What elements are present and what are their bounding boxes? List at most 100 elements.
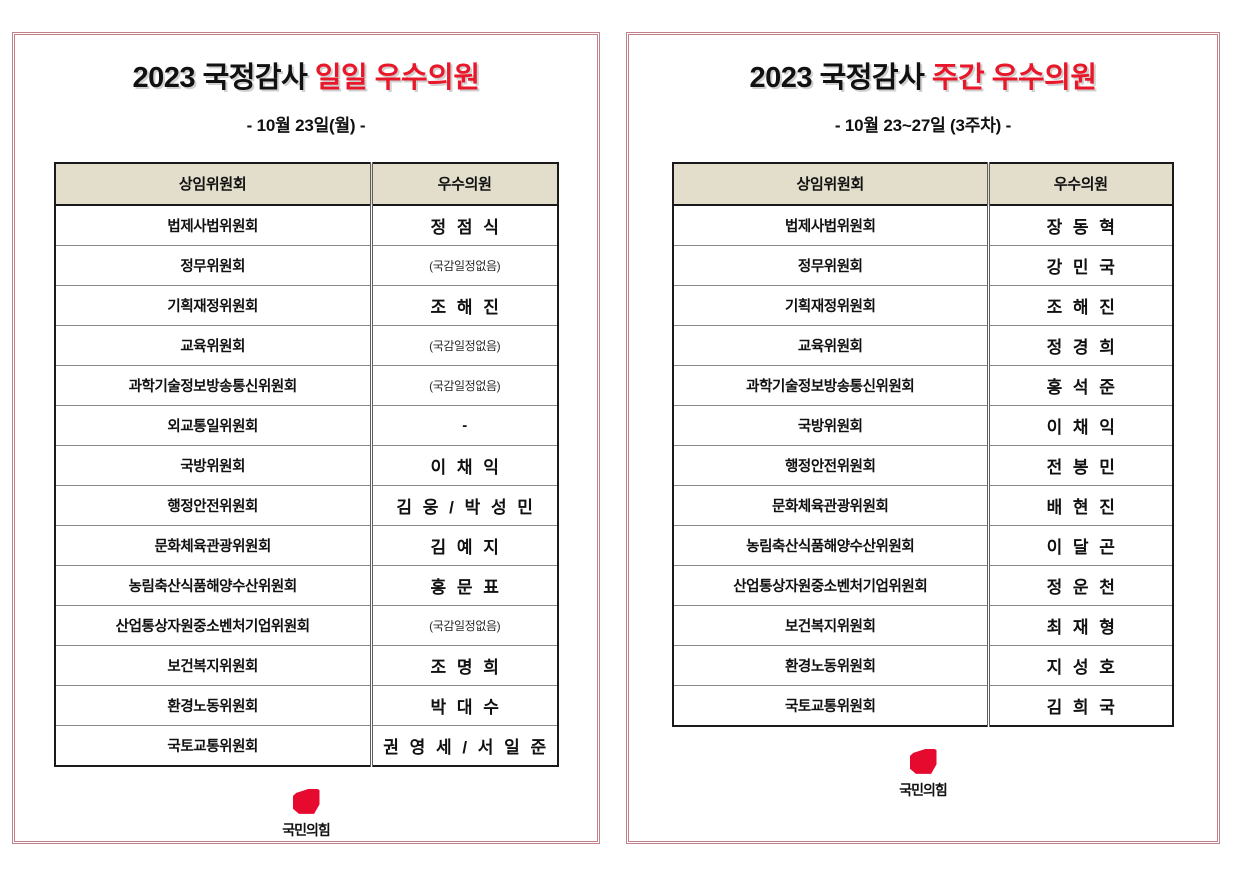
- cell-member: 정 운 천: [986, 564, 1173, 606]
- party-logo-label: 국민의힘: [899, 781, 948, 798]
- cell-committee: 환경노동위원회: [54, 684, 372, 726]
- table-row: 과학기술정보방송통신위원회 (국감일정없음): [54, 364, 558, 406]
- table-row: 행정안전위원회 전 봉 민: [673, 444, 1173, 486]
- table-row: 행정안전위원회 김 웅 / 박 성 민: [54, 484, 558, 526]
- table-header-row: 상임위원회 우수의원: [673, 162, 1173, 206]
- cell-member: (국감일정없음): [369, 604, 558, 646]
- cell-committee: 법제사법위원회: [167, 218, 258, 235]
- panel-weekly: 2023 국정감사 주간 우수의원 - 10월 23~27일 (3주차) - 상…: [610, 0, 1233, 882]
- table-row: 보건복지위원회 최 재 형: [673, 604, 1173, 646]
- title-accent-text: 주간 우수의원: [931, 62, 1097, 94]
- table-body-daily: 법제사법위원회 정 점 식 정무위원회 (국감일정없음) 기획재정위원회 조 해 진 교육위…: [54, 204, 558, 766]
- cell-committee: 산업통상자원중소벤처기업위원회: [54, 604, 372, 646]
- party-logo-weekly: 국민의힘: [899, 748, 948, 800]
- table-row: 법제사법위원회 장 동 혁: [673, 204, 1173, 246]
- party-logo-mark-icon: [292, 788, 320, 814]
- cell-member: 김 예 지: [369, 524, 558, 566]
- cell-committee: 정무위원회: [673, 244, 988, 286]
- cell-member: 정 점 식: [369, 204, 558, 246]
- cell-member: 홍 문 표: [369, 564, 558, 606]
- title-black-text: 2023 국정감사: [132, 62, 308, 94]
- table-row: 환경노동위원회 박 대 수: [54, 684, 558, 726]
- column-header-committee: 상임위원회: [673, 162, 988, 206]
- table-row: 교육위원회 정 경 희: [673, 324, 1173, 366]
- table-row: 기획재정위원회 조 해 진: [673, 284, 1173, 326]
- table-row: 산업통상자원중소벤처기업위원회 정 운 천: [673, 564, 1173, 606]
- cell-member: (국감일정없음): [369, 244, 558, 286]
- title-black-text: 2023 국정감사: [749, 62, 925, 94]
- cell-committee: 국방위원회: [54, 444, 372, 486]
- cell-member: 정 경 희: [986, 324, 1173, 366]
- table-row: 교육위원회 (국감일정없음): [54, 324, 558, 366]
- cell-member: 조 해 진: [986, 284, 1173, 326]
- cell-committee: 교육위원회: [673, 324, 988, 366]
- ranking-table-daily: 상임위원회 우수의원 법제사법위원회 정 점 식 정무위원회 (국감일정없음) 기획재정…: [53, 161, 559, 767]
- cell-committee: 행정안전위원회: [673, 444, 988, 486]
- table-row: 외교통일위원회 -: [54, 404, 558, 446]
- table-row: 보건복지위원회 조 명 희: [54, 644, 558, 686]
- cell-member: -: [369, 404, 558, 446]
- party-logo-daily: 국민의힘: [282, 788, 331, 840]
- cell-committee: 국토교통위원회: [673, 684, 988, 726]
- subtitle-daily: - 10월 23일(월) -: [246, 115, 366, 135]
- cell-member: 조 명 희: [369, 644, 558, 686]
- cell-committee: 국방위원회: [673, 404, 988, 446]
- cell-committee: 기획재정위원회: [54, 284, 372, 326]
- table-row: 국방위원회 이 채 익: [673, 404, 1173, 446]
- cell-committee: 문화체육관광위원회: [673, 484, 988, 526]
- table-row: 국방위원회 이 채 익: [54, 444, 558, 486]
- cell-member: 조 해 진: [369, 284, 558, 326]
- cell-member: 최 재 형: [986, 604, 1173, 646]
- party-logo-label: 국민의힘: [282, 821, 331, 838]
- panel-frame-weekly: 2023 국정감사 주간 우수의원 - 10월 23~27일 (3주차) - 상…: [626, 32, 1220, 844]
- cell-member: 전 봉 민: [986, 444, 1173, 486]
- cell-committee: 국토교통위원회: [54, 724, 372, 766]
- column-header-member: 우수의원: [986, 162, 1173, 206]
- table-row: 농림축산식품해양수산위원회 홍 문 표: [54, 564, 558, 606]
- cell-committee: 농림축산식품해양수산위원회: [54, 564, 372, 606]
- panel-frame-daily: 2023 국정감사 일일 우수의원 - 10월 23일(월) - 상임위원회 우…: [12, 32, 600, 844]
- table-wrap-weekly: 상임위원회 우수의원 법제사법위원회 장 동 혁 정무위원회 강 민 국 기획재정위원회…: [672, 161, 1174, 727]
- party-logo-mark-icon: [909, 748, 937, 774]
- ranking-table-weekly: 상임위원회 우수의원 법제사법위원회 장 동 혁 정무위원회 강 민 국 기획재정위원회…: [672, 161, 1174, 727]
- cell-committee: 문화체육관광위원회: [54, 524, 372, 566]
- cell-member: 배 현 진: [986, 484, 1173, 526]
- table-row: 국토교통위원회 김 희 국: [673, 684, 1173, 726]
- cell-member: (국감일정없음): [369, 364, 558, 406]
- table-header-row: 상임위원회 우수의원: [54, 162, 558, 206]
- page-title-daily: 2023 국정감사 일일 우수의원: [132, 62, 480, 95]
- table-row: 문화체육관광위원회 김 예 지: [54, 524, 558, 566]
- cell-member: 박 대 수: [369, 684, 558, 726]
- cell-committee: 외교통일위원회: [54, 404, 372, 446]
- cell-member: 이 채 익: [986, 404, 1173, 446]
- cell-committee: 과학기술정보방송통신위원회: [54, 364, 372, 406]
- table-row: 농림축산식품해양수산위원회 이 달 곤: [673, 524, 1173, 566]
- subtitle-weekly: - 10월 23~27일 (3주차) -: [834, 115, 1012, 135]
- cell-member: 장 동 혁: [986, 204, 1173, 246]
- table-wrap-daily: 상임위원회 우수의원 법제사법위원회 정 점 식 정무위원회 (국감일정없음) 기획재정…: [53, 161, 559, 767]
- panel-daily: 2023 국정감사 일일 우수의원 - 10월 23일(월) - 상임위원회 우…: [0, 0, 610, 882]
- table-row: 문화체육관광위원회 배 현 진: [673, 484, 1173, 526]
- cell-member: 김 웅 / 박 성 민: [369, 484, 558, 526]
- table-row: 정무위원회 (국감일정없음): [54, 244, 558, 286]
- cell-member: 권 영 세 / 서 일 준: [369, 724, 558, 766]
- cell-member: 지 성 호: [986, 644, 1173, 686]
- cell-committee: 보건복지위원회: [54, 644, 372, 686]
- cell-member: 홍 석 준: [986, 364, 1173, 406]
- table-row: 국토교통위원회 권 영 세 / 서 일 준: [54, 724, 558, 766]
- table-row: 기획재정위원회 조 해 진: [54, 284, 558, 326]
- title-accent-text: 일일 우수의원: [314, 62, 480, 94]
- cell-member: 강 민 국: [986, 244, 1173, 286]
- cell-member: 이 달 곤: [986, 524, 1173, 566]
- cell-member: 김 희 국: [986, 684, 1173, 726]
- table-row: 환경노동위원회 지 성 호: [673, 644, 1173, 686]
- cell-committee: 교육위원회: [54, 324, 372, 366]
- column-header-committee: 상임위원회: [54, 162, 372, 206]
- column-header-member: 우수의원: [369, 162, 558, 206]
- cell-committee: 기획재정위원회: [673, 284, 988, 326]
- cell-committee: 행정안전위원회: [54, 484, 372, 526]
- cell-committee: 보건복지위원회: [673, 604, 988, 646]
- page-title-weekly: 2023 국정감사 주간 우수의원: [749, 62, 1097, 95]
- table-row: 법제사법위원회 정 점 식: [55, 204, 558, 246]
